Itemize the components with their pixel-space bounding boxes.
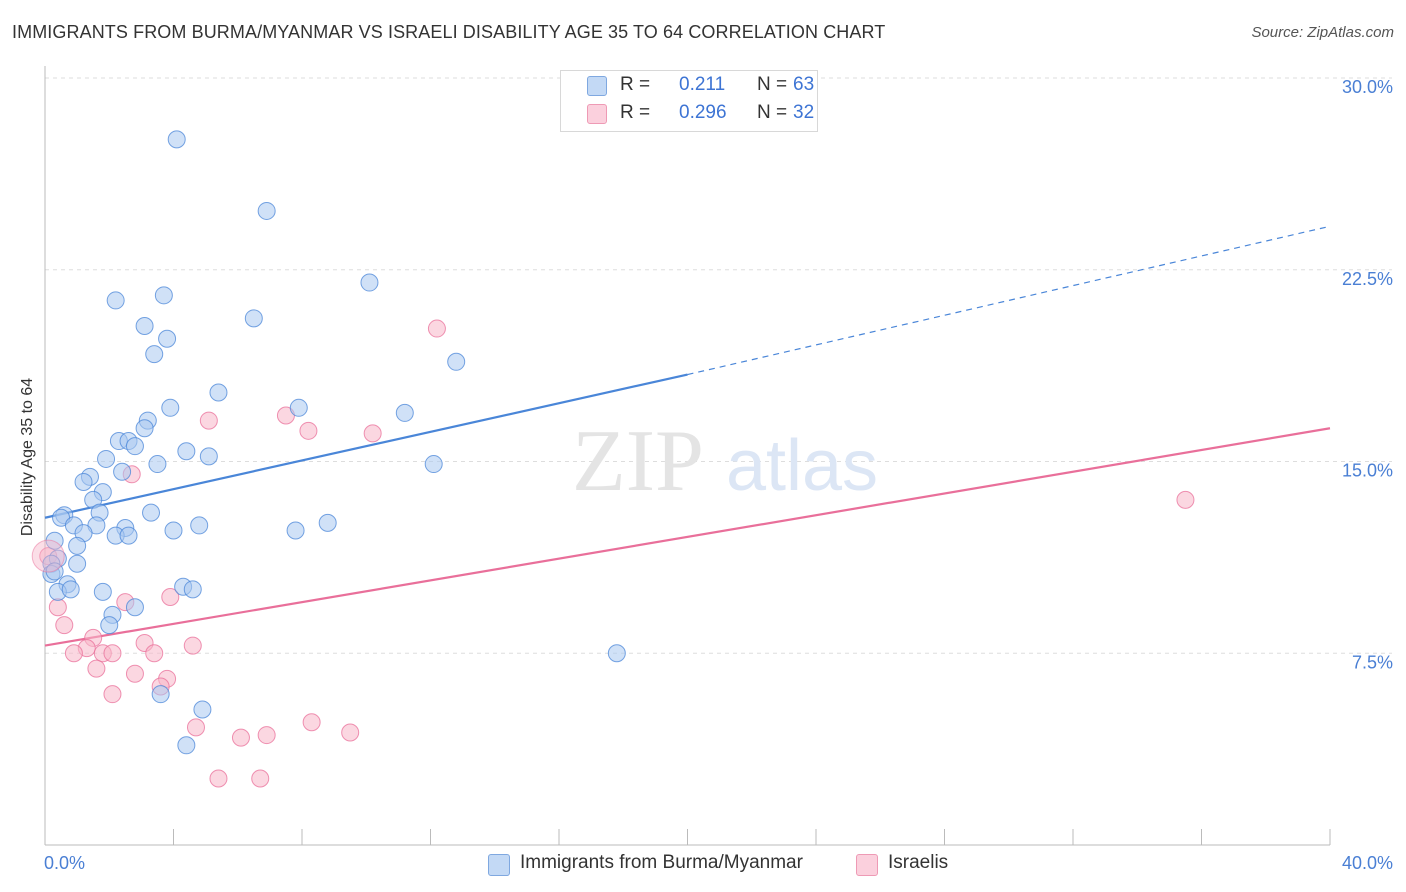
data-point-israelis — [186, 718, 205, 737]
bottom-legend-label-burma: Immigrants from Burma/Myanmar — [520, 852, 803, 873]
data-point-israelis — [1176, 490, 1195, 509]
data-point-burma — [61, 580, 80, 599]
data-point-burma — [45, 531, 64, 550]
data-point-israelis — [199, 411, 218, 430]
data-point-burma — [318, 513, 337, 532]
data-point-burma — [161, 398, 180, 417]
legend-swatch-israelis — [587, 104, 607, 124]
data-point-israelis — [341, 723, 360, 742]
data-point-burma — [447, 352, 466, 371]
data-point-burma — [395, 403, 414, 422]
data-point-israelis-cluster — [31, 539, 65, 573]
trend-line-extension — [687, 225, 1331, 376]
bottom-legend-swatch-israelis — [856, 854, 878, 876]
data-point-burma — [244, 309, 263, 328]
legend-n-label: N = — [757, 74, 788, 95]
legend-r-label: R = — [620, 74, 651, 95]
data-point-burma — [183, 580, 202, 599]
data-point-israelis — [64, 644, 83, 663]
data-point-israelis — [87, 659, 106, 678]
data-point-burma — [93, 582, 112, 601]
data-point-burma — [68, 536, 87, 555]
source-label: Source: ZipAtlas.com — [1251, 24, 1394, 41]
data-point-burma — [145, 345, 164, 364]
data-point-burma — [113, 462, 132, 481]
data-point-burma — [257, 201, 276, 220]
data-point-burma — [177, 736, 196, 755]
legend-n-value: 63 — [793, 74, 815, 95]
data-point-israelis — [251, 769, 270, 788]
watermark-zip: ZIP — [572, 413, 704, 510]
y-tick-label: 22.5% — [1342, 269, 1393, 289]
data-point-burma — [97, 449, 116, 468]
trend-lines — [44, 225, 1331, 647]
data-point-burma — [177, 442, 196, 461]
data-point-burma — [74, 472, 93, 491]
data-point-burma — [135, 419, 154, 438]
data-point-israelis — [299, 421, 318, 440]
x-tick-label: 0.0% — [44, 853, 85, 873]
data-point-israelis — [183, 636, 202, 655]
axes — [44, 66, 1331, 846]
data-point-burma — [135, 316, 154, 335]
data-point-burma — [158, 329, 177, 348]
legend-n-value: 32 — [793, 102, 815, 123]
data-point-israelis — [103, 685, 122, 704]
data-point-burma — [164, 521, 183, 540]
data-point-burma — [199, 447, 218, 466]
data-point-burma — [209, 383, 228, 402]
bottom-legend-swatch-burma — [488, 854, 510, 876]
data-point-israelis — [145, 644, 164, 663]
data-point-israelis — [161, 588, 180, 607]
bottom-legend-label-israelis: Israelis — [888, 852, 949, 873]
data-point-israelis — [125, 664, 144, 683]
data-points — [31, 130, 1195, 788]
data-point-burma — [193, 700, 212, 719]
data-point-burma — [154, 286, 173, 305]
trend-line-israelis — [44, 427, 1331, 647]
stats-legend: R = 0.211 N = 63 R = 0.296 N = 32 — [560, 70, 818, 132]
grid-lines — [45, 77, 1392, 654]
y-tick-label: 30.0% — [1342, 77, 1393, 97]
data-point-burma — [190, 516, 209, 535]
legend-swatch-burma — [587, 76, 607, 96]
data-point-burma — [286, 521, 305, 540]
data-point-burma — [148, 455, 167, 474]
data-point-israelis — [257, 726, 276, 745]
legend-r-value: 0.211 — [679, 74, 726, 95]
legend-r-value: 0.296 — [679, 102, 727, 123]
data-point-burma — [360, 273, 379, 292]
data-point-burma — [68, 554, 87, 573]
data-point-israelis — [231, 728, 250, 747]
data-point-burma — [106, 291, 125, 310]
data-point-burma — [151, 685, 170, 704]
data-point-burma — [125, 437, 144, 456]
trend-line-burma — [44, 373, 688, 519]
data-point-israelis — [363, 424, 382, 443]
data-point-burma — [424, 455, 443, 474]
chart-title: IMMIGRANTS FROM BURMA/MYANMAR VS ISRAELI… — [12, 22, 886, 42]
data-point-israelis — [427, 319, 446, 338]
data-point-burma — [119, 526, 138, 545]
data-point-israelis — [55, 616, 74, 635]
data-point-burma — [45, 562, 64, 581]
data-point-israelis — [48, 598, 67, 617]
tick-labels: 7.5% 15.0% 22.5% 30.0% 0.0% 40.0% — [44, 77, 1393, 873]
data-point-burma — [607, 644, 626, 663]
watermark-atlas: atlas — [726, 426, 878, 506]
data-point-burma — [125, 598, 144, 617]
data-point-burma — [100, 616, 119, 635]
data-point-burma — [289, 398, 308, 417]
y-tick-label: 7.5% — [1352, 652, 1393, 672]
x-tick-label: 40.0% — [1342, 853, 1393, 873]
legend-r-label: R = — [620, 102, 651, 123]
data-point-burma — [167, 130, 186, 149]
data-point-burma — [142, 503, 161, 522]
y-tick-label: 15.0% — [1342, 461, 1393, 481]
data-point-israelis — [209, 769, 228, 788]
data-point-israelis — [103, 644, 122, 663]
legend-n-label: N = — [757, 102, 788, 123]
data-point-israelis — [302, 713, 321, 732]
